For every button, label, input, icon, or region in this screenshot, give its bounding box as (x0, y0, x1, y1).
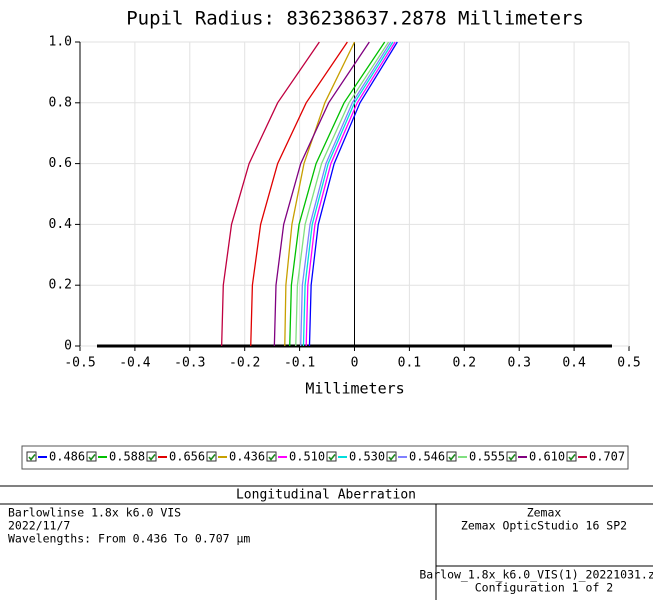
legend-checkbox[interactable] (206, 451, 217, 462)
aberration-curve (308, 41, 398, 347)
legend-label: 0.510 (289, 450, 325, 464)
legend-checkbox[interactable] (566, 451, 577, 462)
legend-label: 0.530 (349, 450, 385, 464)
aberration-curve (300, 41, 392, 347)
y-tick-label: 1.0 (49, 35, 72, 50)
legend-check (388, 454, 396, 461)
legend-label: 0.588 (109, 450, 145, 464)
legend-check (508, 454, 516, 461)
legend-checkbox[interactable] (506, 451, 517, 462)
aberration-curve (284, 41, 356, 347)
aberration-curve (302, 41, 394, 347)
legend-box (21, 445, 629, 470)
footer-text: Wavelengths: From 0.436 To 0.707 µm (8, 532, 250, 546)
aberration-curve (250, 41, 348, 347)
aberration-curve (289, 41, 386, 347)
footer-text: Barlow_1.8x_k6.0_VIS(1)_20221031.zmx (419, 568, 653, 582)
legend-checkbox[interactable] (446, 451, 457, 462)
x-tick-label: -0.3 (174, 356, 205, 371)
legend-check (448, 454, 456, 461)
chart-title: Pupil Radius: 836238637.2878 Millimeters (126, 8, 584, 30)
legend-checkbox[interactable] (266, 451, 277, 462)
legend-check (568, 454, 576, 461)
y-tick-label: 0.8 (49, 95, 72, 110)
y-tick-label: 0 (64, 339, 72, 354)
footer-text: 2022/11/7 (8, 519, 70, 533)
legend-checkbox[interactable] (86, 451, 97, 462)
legend-checkbox[interactable] (26, 451, 37, 462)
aberration-curve (295, 41, 390, 347)
footer-text: Zemax OpticStudio 16 SP2 (461, 519, 627, 533)
legend-label: 0.707 (589, 450, 625, 464)
x-tick-label: 0.5 (617, 356, 640, 371)
legend-check (148, 454, 156, 461)
footer-text: Zemax (527, 506, 562, 520)
legend-check (88, 454, 96, 461)
footer-title: Longitudinal Aberration (236, 488, 416, 503)
legend-checkbox[interactable] (326, 451, 337, 462)
footer-text: Barlowlinse 1.8x k6.0 VIS (8, 506, 181, 520)
legend-label: 0.656 (169, 450, 205, 464)
x-tick-label: -0.2 (229, 356, 260, 371)
legend-label: 0.610 (529, 450, 565, 464)
x-tick-label: 0 (351, 356, 359, 371)
x-tick-label: 0.3 (507, 356, 530, 371)
x-tick-label: -0.5 (64, 356, 95, 371)
footer-text: Configuration 1 of 2 (475, 581, 613, 595)
legend-check (208, 454, 216, 461)
footer: Longitudinal Aberration Barlowlinse 1.8x… (0, 485, 653, 600)
legend-label: 0.546 (409, 450, 445, 464)
legend-label: 0.436 (229, 450, 265, 464)
y-tick-label: 0.4 (49, 217, 73, 232)
legend-label: 0.486 (49, 450, 85, 464)
legend-check (328, 454, 336, 461)
x-tick-label: 0.4 (562, 356, 586, 371)
x-tick-label: 0.2 (453, 356, 476, 371)
y-tick-label: 0.6 (49, 156, 72, 171)
x-tick-label: -0.4 (119, 356, 150, 371)
y-tick-label: 0.2 (49, 278, 72, 293)
aberration-curve (273, 41, 370, 347)
aberration-curve (305, 41, 396, 347)
x-tick-label: -0.1 (284, 356, 315, 371)
legend-checkbox[interactable] (146, 451, 157, 462)
legend-checkbox[interactable] (386, 451, 397, 462)
x-axis-label: Millimeters (305, 380, 404, 398)
legend-check (28, 454, 36, 461)
aberration-curve (220, 41, 320, 347)
legend-label: 0.555 (469, 450, 505, 464)
x-tick-label: 0.1 (398, 356, 421, 371)
legend-check (268, 454, 276, 461)
